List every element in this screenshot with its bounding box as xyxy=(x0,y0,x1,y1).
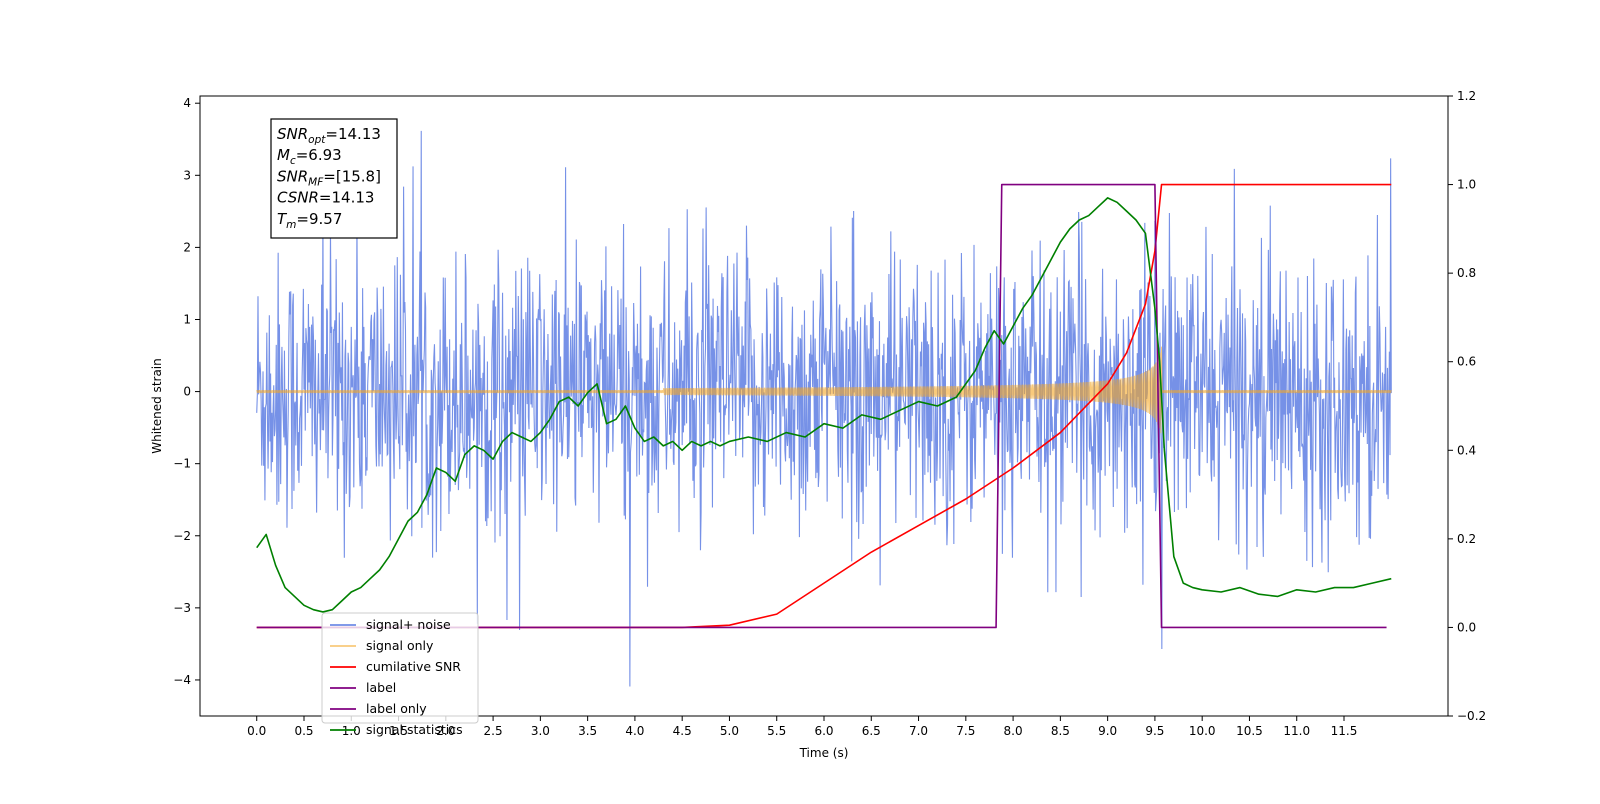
right-axis-lines-layer xyxy=(256,183,1392,629)
info-annotation-box: SNRopt=14.13Mc=6.93SNRMF=[15.8]CSNR=14.1… xyxy=(270,118,398,239)
x-axis-ticks: 0.0 0.5 1.0 1.5 2.0 2.5 3.0 3.5 4.0 4.5 5.0 5.5 6.0 6… xyxy=(247,716,1357,738)
legend-label: label xyxy=(366,680,396,695)
x-tick-label: 6.0 xyxy=(814,724,833,738)
x-tick-label: 1.0 xyxy=(342,724,361,738)
info-subscript: MF xyxy=(308,176,324,188)
x-tick-label: 5.5 xyxy=(767,724,786,738)
x-tick-label: 0.5 xyxy=(294,724,313,738)
info-subscript: m xyxy=(286,219,296,231)
y-tick-label: 2 xyxy=(183,240,191,254)
x-tick-label: 2.0 xyxy=(436,724,455,738)
series-signal-only xyxy=(256,346,1392,434)
legend-label: signal+ noise xyxy=(366,617,451,632)
y-tick-label: 1 xyxy=(183,312,191,326)
x-tick-label: 1.5 xyxy=(389,724,408,738)
x-tick-label: 6.5 xyxy=(862,724,881,738)
y2-tick-label: −0.2 xyxy=(1457,709,1486,723)
info-line: CSNR=14.13 xyxy=(277,189,374,207)
x-tick-label: 4.0 xyxy=(625,724,644,738)
y2-tick-label: 0.4 xyxy=(1457,443,1476,457)
info-line: Tm=9.57 xyxy=(277,210,342,231)
legend-label: label only xyxy=(366,701,427,716)
info-symbol: SNR xyxy=(277,167,308,185)
x-tick-label: 0.0 xyxy=(247,724,266,738)
info-value: =9.57 xyxy=(296,210,342,228)
x-tick-label: 4.5 xyxy=(673,724,692,738)
signal-only-layer xyxy=(256,346,1392,434)
x-axis-label: Time (s) xyxy=(799,746,849,760)
x-tick-label: 5.0 xyxy=(720,724,739,738)
x-tick-label: 8.5 xyxy=(1051,724,1070,738)
info-line: Mc=6.93 xyxy=(277,146,342,167)
series-line-signal-statistics xyxy=(256,197,1392,613)
info-value: =14.13 xyxy=(319,189,375,207)
x-tick-label: 2.5 xyxy=(484,724,503,738)
x-tick-label: 3.0 xyxy=(531,724,550,738)
info-subscript: opt xyxy=(308,134,326,146)
series-line-label xyxy=(256,183,1387,629)
x-tick-label: 8.0 xyxy=(1004,724,1023,738)
info-symbol: SNR xyxy=(277,125,308,143)
x-tick-label: 10.0 xyxy=(1189,724,1216,738)
legend-label: signal only xyxy=(366,638,434,653)
y-tick-label: −1 xyxy=(173,457,191,471)
x-tick-label: 7.5 xyxy=(956,724,975,738)
y-tick-label: −3 xyxy=(173,601,191,615)
info-line: SNRMF=[15.8] xyxy=(277,167,381,188)
info-line: SNRopt=14.13 xyxy=(277,125,381,146)
signal-noise-layer xyxy=(256,130,1392,687)
series-line-cumilative-snr xyxy=(256,183,1392,629)
y2-tick-label: 0.8 xyxy=(1457,266,1476,280)
series-signal-noise xyxy=(256,130,1392,687)
info-symbol: CSNR xyxy=(277,189,319,207)
y2-tick-label: 1.2 xyxy=(1457,89,1476,103)
y2-tick-label: 0.2 xyxy=(1457,532,1476,546)
y-axis-label: Whitened strain xyxy=(150,358,164,454)
info-value: =14.13 xyxy=(325,125,381,143)
info-value: =6.93 xyxy=(296,146,342,164)
y-tick-label: −4 xyxy=(173,673,191,687)
y-tick-label: 3 xyxy=(183,168,191,182)
legend-label: signal statistics xyxy=(366,722,463,737)
y2-tick-label: 1.0 xyxy=(1457,178,1476,192)
legend-frame xyxy=(321,612,479,724)
x-tick-label: 9.5 xyxy=(1145,724,1164,738)
y2-tick-label: 0.0 xyxy=(1457,620,1476,634)
info-subscript: c xyxy=(290,155,296,167)
y-tick-label: −2 xyxy=(173,529,191,543)
legend: signal+ noise signal only cumilative SNR la… xyxy=(321,612,479,737)
info-symbol: M xyxy=(277,146,290,164)
x-tick-label: 11.0 xyxy=(1283,724,1310,738)
x-tick-label: 10.5 xyxy=(1236,724,1263,738)
x-tick-label: 11.5 xyxy=(1331,724,1358,738)
y-tick-label: 4 xyxy=(183,96,191,110)
info-box-frame xyxy=(270,118,398,239)
y2-axis-ticks: 1.2 1.0 0.8 0.6 0.4 0.2 0.0 −0.2 xyxy=(1448,89,1486,723)
x-tick-label: 7.0 xyxy=(909,724,928,738)
x-tick-label: 9.0 xyxy=(1098,724,1117,738)
y-axis-ticks: 4 3 2 1 0 −1 −2 −3 −4 xyxy=(173,96,200,687)
info-symbol: T xyxy=(277,210,288,228)
y2-tick-label: 0.6 xyxy=(1457,355,1476,369)
x-tick-label: 3.5 xyxy=(578,724,597,738)
y-tick-label: 0 xyxy=(183,385,191,399)
legend-label: cumilative SNR xyxy=(366,659,461,674)
info-value: =[15.8] xyxy=(323,167,381,185)
